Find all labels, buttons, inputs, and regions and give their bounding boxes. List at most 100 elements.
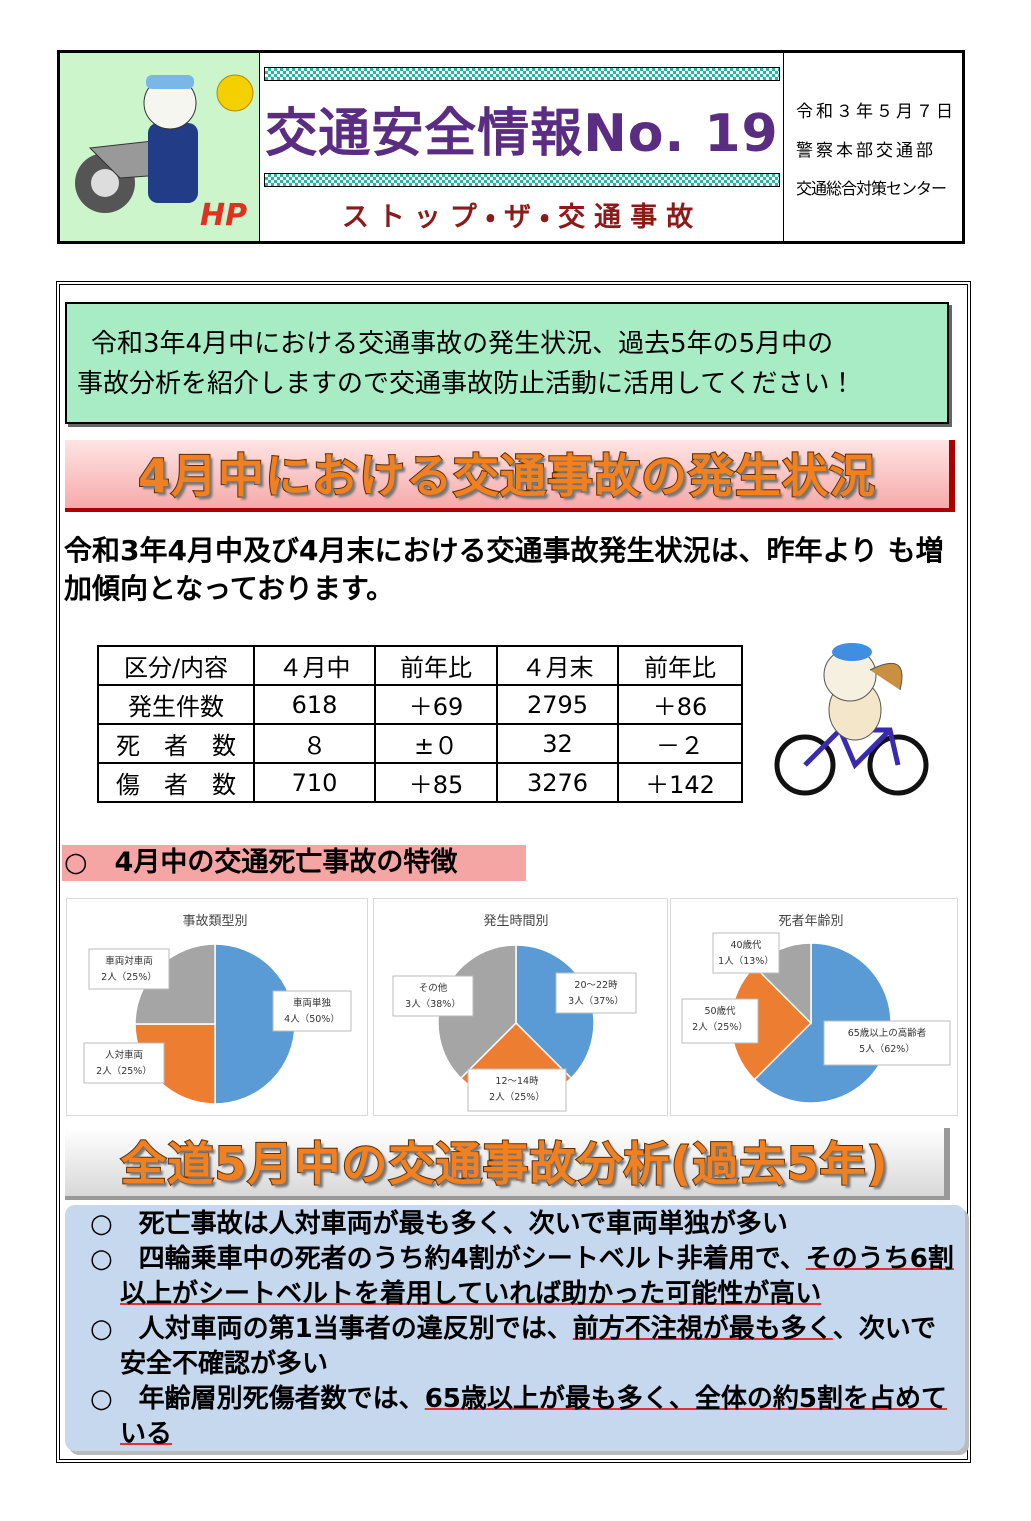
- table-cell: ＋85: [374, 762, 498, 803]
- table-cell: 710: [253, 762, 376, 803]
- uniform: [148, 123, 198, 203]
- slice-label: 車両単独: [293, 997, 332, 1009]
- badge: [216, 74, 254, 112]
- date: 令和３年５月７日: [796, 102, 956, 122]
- mascot-illustration: HP: [75, 74, 254, 233]
- label-box: [555, 972, 637, 1014]
- cap: [146, 75, 194, 89]
- subtitle: ストップ・ザ・交通事故: [341, 202, 703, 233]
- bullet-text: ○ 死亡事故は人対車両が最も多く、次いで車両単独が多い: [90, 1209, 788, 1239]
- slice-label: 人対車両: [105, 1049, 143, 1061]
- slice-value-label: 2人（25%）: [692, 1021, 748, 1033]
- label-box: [392, 975, 474, 1017]
- table-cell: 3276: [496, 762, 619, 803]
- title: 交通安全情報No. 19: [265, 104, 779, 164]
- slice-label: 40歳代: [730, 939, 762, 951]
- bullet-text: ○ 年齢層別死傷者数では、: [90, 1384, 425, 1414]
- label-box: [681, 998, 759, 1044]
- wheel-hub: [91, 169, 119, 197]
- slice-label: 車両対車両: [105, 955, 153, 967]
- label-box: [823, 1020, 951, 1066]
- helmet: [832, 643, 872, 661]
- bullet-text: 、次いで安全不確認が多い: [120, 1314, 937, 1379]
- slice-value-label: 4人（50%）: [284, 1013, 340, 1025]
- chart-panel: 事故類型別車両単独 4人（50%） 人対車両 2人（25%） 車両対車両 2人（25%）: [66, 898, 368, 1116]
- table-cell: ＋86: [617, 684, 743, 725]
- intro-line: 事故分析を紹介しますので交通事故防止活動に活用してください！: [77, 369, 856, 399]
- table-cell: －２: [617, 723, 743, 764]
- underlined-text: 前方不注視が最も多く: [572, 1314, 833, 1344]
- table-cell: ４月末: [496, 645, 619, 686]
- chart-panel: 死者年齢別 65歳以上の高齢者 5人（62%） 50歳代 2人（25%） 40歳代 1人（1…: [670, 898, 958, 1116]
- slice-label: その他: [419, 982, 448, 994]
- section-title: 4月中における交通事故の発生状況: [65, 440, 955, 512]
- chart-title: 発生時間別: [483, 914, 548, 929]
- ear: [869, 662, 903, 691]
- bullet-box: ○ 死亡事故は人対車両が最も多く、次いで車両単独が多い ○ 四輪乗車中の死者のうち…: [65, 1205, 965, 1451]
- bullet-item: ○ 四輪乗車中の死者のうち約4割がシートベルト非着用で、そのうち6割以上がシート…: [90, 1242, 955, 1312]
- underlined-text: 65歳以上が最も多く、全体の約5割を占めている: [120, 1384, 947, 1449]
- table-cell: 2795: [496, 684, 619, 725]
- slice-value-label: 2人（25%）: [96, 1065, 152, 1077]
- table-cell: ±０: [374, 723, 498, 764]
- bullet-item: ○ 死亡事故は人対車両が最も多く、次いで車両単独が多い: [90, 1207, 955, 1242]
- table-cell: 前年比: [374, 645, 498, 686]
- bullet-text: ○ 人対車両の第1当事者の違反別では、: [90, 1314, 573, 1344]
- table-cell: ８: [253, 723, 376, 764]
- title-cell: 交通安全情報No. 19 ストップ・ザ・交通事故: [260, 53, 784, 241]
- slice-label: 65歳以上の高齢者: [848, 1027, 927, 1039]
- table-cell: ＋69: [374, 684, 498, 725]
- table-cell: 死 者 数: [97, 723, 255, 764]
- bullet-item: ○ 年齢層別死傷者数では、65歳以上が最も多く、全体の約5割を占めている: [90, 1382, 955, 1452]
- center: 交通総合対策センター: [796, 179, 947, 198]
- label-box: [467, 1068, 567, 1112]
- slice-value-label: 3人（37%）: [568, 995, 624, 1007]
- table-cell: 傷 者 数: [97, 762, 255, 803]
- pie-chart: 死者年齢別 65歳以上の高齢者 5人（62%） 50歳代 2人（25%） 40歳代 1人（1…: [681, 914, 951, 1104]
- table-row: 傷 者 数 710 ＋85 3276 ＋142: [97, 762, 743, 803]
- pie-chart: 発生時間別 20～22時 3人（37%） 12～14時 2人（25%） その他 3人（38%…: [392, 914, 637, 1112]
- chart-panel: 発生時間別 20～22時 3人（37%） 12～14時 2人（25%） その他 3人（38%…: [373, 898, 668, 1116]
- slice-value-label: 2人（25%）: [489, 1091, 545, 1103]
- intro-box: 令和3年4月中における交通事故の発生状況、過去5年の5月中の 事故分析を紹介しま…: [65, 302, 949, 424]
- table-cell: ４月中: [253, 645, 376, 686]
- bullet-item: ○ 人対車両の第1当事者の違反別では、前方不注視が最も多く、次いで安全不確認が多…: [90, 1312, 955, 1382]
- checker-bar: [264, 173, 780, 187]
- underlined-text: そのうち6割以上がシートベルトを着用していれば助かった可能性が高い: [120, 1244, 954, 1309]
- subheading: ○ 4月中の交通死亡事故の特徴: [62, 845, 526, 881]
- section-title: 全道5月中の交通事故分析(過去5年): [65, 1128, 950, 1200]
- label-box: [83, 1042, 165, 1084]
- slice-label: 12～14時: [495, 1076, 539, 1087]
- table-cell: 32: [496, 723, 619, 764]
- header: HP 交通安全情報No. 19 ストップ・ザ・交通事故 令和３年５月７日 警察本…: [57, 50, 965, 244]
- main-frame: [56, 281, 971, 1463]
- label-box: [88, 948, 170, 990]
- table-cell: 618: [253, 684, 376, 725]
- intro-line: 令和3年4月中における交通事故の発生状況、過去5年の5月中の: [91, 329, 834, 359]
- issuer-cell: 令和３年５月７日 警察本部交通部 交通総合対策センター: [784, 53, 962, 241]
- table-cell: 区分/内容: [97, 645, 255, 686]
- checker-bar: [264, 67, 780, 81]
- table-cell: ＋142: [617, 762, 743, 803]
- mascot-cell: HP: [60, 53, 260, 241]
- wheel: [867, 734, 929, 796]
- slice-value-label: 2人（25%）: [101, 971, 157, 983]
- table-cell: 前年比: [617, 645, 743, 686]
- table-row: 死 者 数 ８ ±０ 32 －２: [97, 723, 743, 764]
- paragraph: 令和3年4月中及び4月末における交通事故発生状況は、昨年より も増加傾向となって…: [64, 534, 944, 605]
- slice-label: 20～22時: [574, 980, 618, 991]
- wheel: [774, 734, 836, 796]
- slice-label: 50歳代: [704, 1005, 736, 1017]
- table-row: 発生件数 618 ＋69 2795 ＋86: [97, 684, 743, 725]
- department: 警察本部交通部: [796, 141, 936, 161]
- table-row: 区分/内容 ４月中 前年比 ４月末 前年比: [97, 645, 743, 686]
- chart-title: 事故類型別: [182, 914, 247, 929]
- table-cell: 発生件数: [97, 684, 255, 725]
- bullet-text: ○ 四輪乗車中の死者のうち約4割がシートベルト非着用で、: [90, 1244, 806, 1274]
- chart-title: 死者年齢別: [778, 914, 843, 929]
